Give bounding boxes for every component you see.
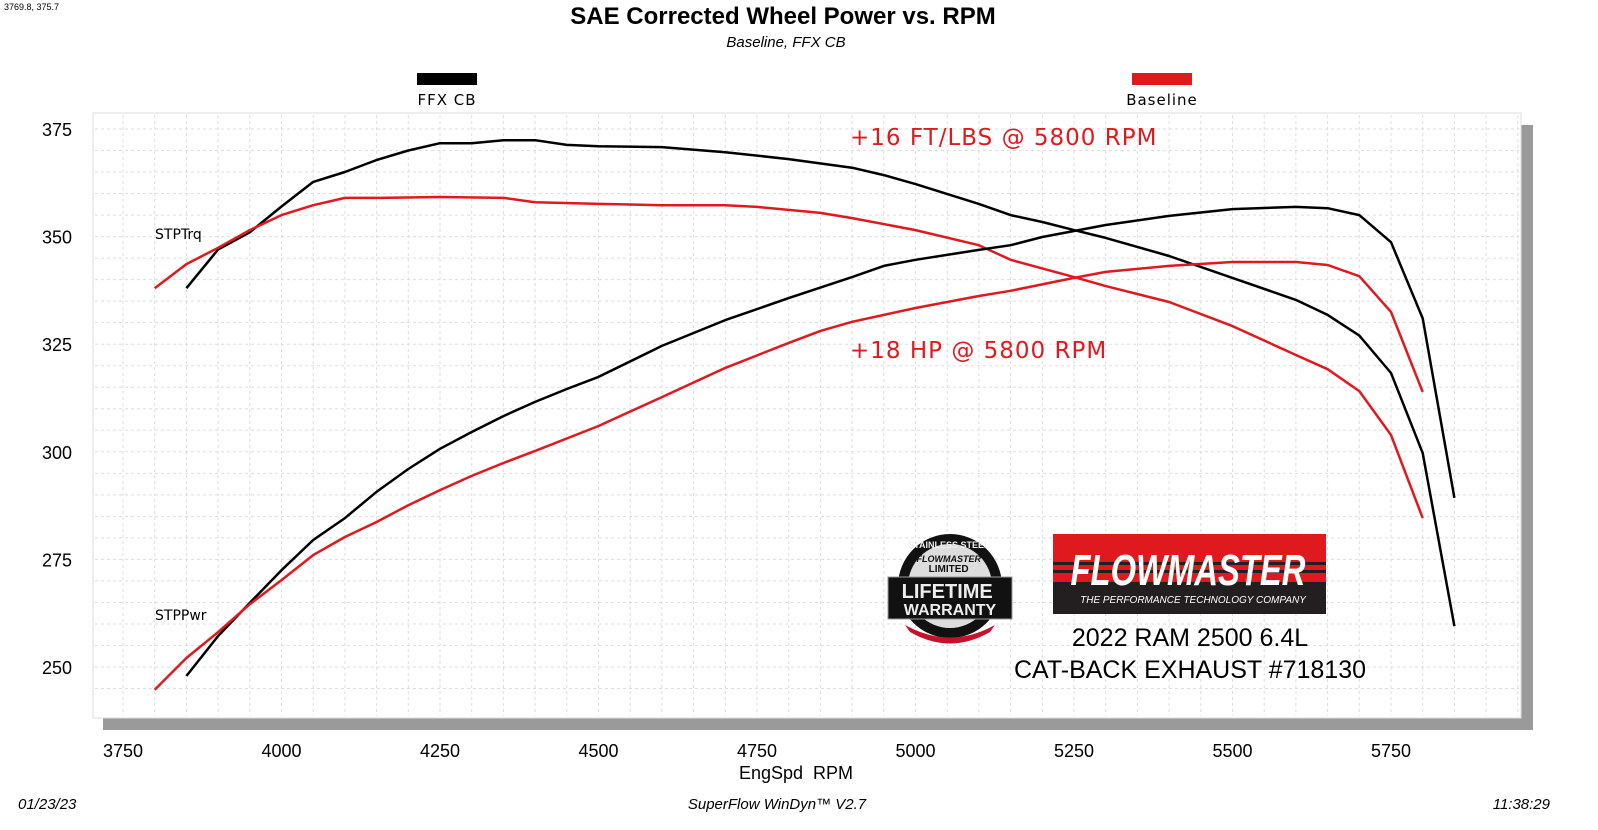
- warranty-badge-line: LIFETIME: [902, 581, 999, 603]
- x-tick-label: 4750: [737, 741, 777, 761]
- warranty-badge-logo: STAINLESS STEEL FLOWMASTER LIMITED LIFET…: [887, 534, 1013, 644]
- y-axis: 250 275 300 325 350 375: [42, 120, 72, 678]
- svg-text:THE PERFORMANCE TECHNOLOGY COM: THE PERFORMANCE TECHNOLOGY COMPANY: [1080, 595, 1307, 606]
- legend-label: FFX CB: [417, 91, 476, 109]
- flowmaster-logo: FLOWMASTER THE PERFORMANCE TECHNOLOGY CO…: [1053, 534, 1326, 614]
- series-line-ffx-cb-stppwr: [185, 205, 1456, 677]
- chart-subtitle: Baseline, FFX CB: [726, 34, 845, 51]
- warranty-badge-text: STAINLESS STEEL FLOWMASTER LIMITED LIFET…: [902, 540, 999, 619]
- annotation-power-gain: +18 HP @ 5800 RPM: [850, 338, 1107, 364]
- svg-text:FLOWMASTER: FLOWMASTER: [1071, 546, 1306, 595]
- series-lines: [153, 138, 1456, 691]
- x-axis-label: EngSpd RPM: [739, 763, 853, 783]
- warranty-badge-line: FLOWMASTER: [917, 554, 984, 564]
- x-axis: 3750 4000 4250 4500 4750 5000 5250 5500 5750: [103, 741, 1411, 761]
- warranty-badge-line: STAINLESS STEEL: [908, 540, 992, 550]
- y-tick-label: 325: [42, 335, 72, 355]
- x-tick-label: 4250: [420, 741, 460, 761]
- curve-label-power: STPPwr: [155, 608, 207, 624]
- y-tick-label: 300: [42, 443, 72, 463]
- curve-label-torque: STPTrq: [155, 227, 202, 243]
- footer-date: 01/23/23: [18, 796, 77, 813]
- x-tick-label: 5750: [1371, 741, 1411, 761]
- x-tick-label: 4500: [578, 741, 618, 761]
- annotation-torque-gain: +16 FT/LBS @ 5800 RPM: [850, 125, 1157, 151]
- y-tick-label: 375: [42, 120, 72, 140]
- plot-area: [92, 112, 1522, 719]
- footer-time: 11:38:29: [1493, 796, 1551, 813]
- legend-label: Baseline: [1126, 91, 1198, 109]
- legend-swatch: [1132, 73, 1192, 85]
- y-tick-label: 350: [42, 228, 72, 248]
- footer-software: SuperFlow WinDyn™ V2.7: [688, 796, 867, 813]
- x-tick-label: 5500: [1212, 741, 1252, 761]
- series-line-baseline-stppwr: [153, 260, 1424, 691]
- product-label: CAT-BACK EXHAUST #718130: [1014, 656, 1366, 684]
- y-tick-label: 275: [42, 550, 72, 570]
- x-tick-label: 5000: [895, 741, 935, 761]
- series-line-baseline-stptrq: [153, 195, 1424, 519]
- warranty-badge-line: WARRANTY: [904, 602, 997, 619]
- legend: FFX CB Baseline: [417, 73, 1198, 109]
- vehicle-label: 2022 RAM 2500 6.4L: [1072, 624, 1308, 652]
- chart-title: SAE Corrected Wheel Power vs. RPM: [570, 3, 995, 30]
- series-line-ffx-cb-stptrq: [185, 138, 1456, 627]
- cursor-readout: 3769.8, 375.7: [4, 2, 59, 12]
- x-tick-label: 5250: [1054, 741, 1094, 761]
- y-tick-label: 250: [42, 658, 72, 678]
- x-tick-label: 3750: [103, 741, 143, 761]
- warranty-badge-line: LIMITED: [929, 564, 972, 575]
- legend-swatch: [417, 73, 477, 85]
- x-tick-label: 4000: [261, 741, 301, 761]
